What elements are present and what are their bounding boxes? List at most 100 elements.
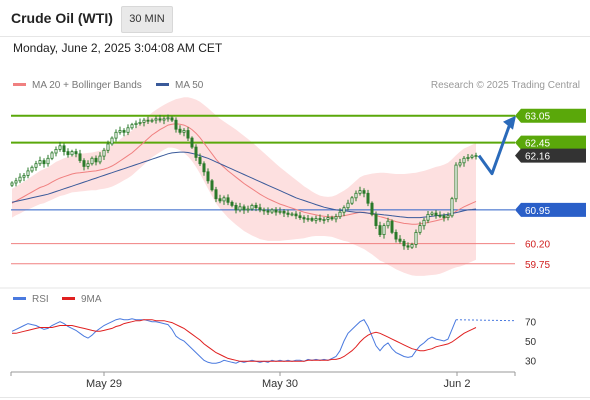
candle-body xyxy=(258,207,262,211)
time-axis: May 29 May 30 Jun 2 xyxy=(10,371,516,390)
candle-body xyxy=(98,155,102,163)
legend-ma20: MA 20 + Bollinger Bands xyxy=(13,80,142,91)
candle-body xyxy=(466,156,470,159)
candle-body xyxy=(174,119,178,130)
candle-body xyxy=(358,190,362,194)
candle-body xyxy=(250,204,254,210)
candle-body xyxy=(238,206,242,211)
candle-body xyxy=(214,189,218,200)
candle-body xyxy=(202,163,206,173)
price-levels xyxy=(11,114,515,265)
candle-body xyxy=(26,170,30,176)
ma20-legend-label: MA 20 + Bollinger Bands xyxy=(32,80,142,91)
candle-body xyxy=(442,215,446,219)
candle-body xyxy=(230,201,234,206)
candle-body xyxy=(414,231,418,245)
candle-body xyxy=(70,151,74,156)
candle-body xyxy=(62,145,66,153)
candle-body xyxy=(74,151,78,155)
candle-body xyxy=(170,117,174,121)
candle-body xyxy=(86,163,90,167)
candle-body xyxy=(138,122,142,124)
rsi-panel: 70 50 30 xyxy=(0,287,590,367)
candle-body xyxy=(266,210,270,213)
candle-body xyxy=(134,122,138,126)
candle-body xyxy=(58,145,62,150)
candle-body xyxy=(450,198,454,217)
resistance-tag-62.45: 62.45 xyxy=(515,135,586,150)
candle-body xyxy=(470,155,474,158)
research-credit: Research © 2025 Trading Central xyxy=(430,80,580,91)
candle-body xyxy=(418,225,422,233)
candle-body xyxy=(186,130,190,139)
candle-body xyxy=(110,137,114,145)
resistance-tag-text: 62.45 xyxy=(525,139,550,150)
support-label-59.75: 59.75 xyxy=(525,260,550,271)
candle-body xyxy=(302,217,306,220)
candle-body xyxy=(22,174,26,178)
candle-body xyxy=(18,176,22,182)
candle-body xyxy=(30,166,34,172)
candle-body xyxy=(242,206,246,211)
timeframe-badge[interactable]: 30 MIN xyxy=(121,6,173,33)
forecast-arrow xyxy=(477,115,516,176)
rsi-legend-label: RSI xyxy=(32,294,49,305)
candle-body xyxy=(246,208,250,211)
ma20-swatch xyxy=(13,82,26,86)
candle-body xyxy=(222,197,226,202)
candle-body xyxy=(34,163,38,168)
time-axis-label: Jun 2 xyxy=(444,378,471,390)
forecast-arrow-head xyxy=(503,115,516,130)
rsi-ma-legend-label: 9MA xyxy=(81,294,102,305)
header-divider xyxy=(0,36,590,37)
candle-body xyxy=(150,119,154,122)
candle-body xyxy=(190,137,194,148)
candle-body xyxy=(234,204,238,211)
rsi-series-9ma xyxy=(12,319,477,362)
candle-body xyxy=(378,225,382,236)
candle-body xyxy=(366,192,370,204)
ma50-swatch xyxy=(156,82,169,86)
bollinger-bands xyxy=(12,97,476,276)
candle-body xyxy=(294,213,298,217)
time-axis-label: May 29 xyxy=(86,378,122,390)
candle-body xyxy=(286,212,290,215)
candle-body xyxy=(298,215,302,219)
candle-body xyxy=(330,217,334,220)
candle-body xyxy=(142,119,146,123)
time-axis-label: May 30 xyxy=(262,378,298,390)
candle-body xyxy=(402,240,406,247)
candle-body xyxy=(410,244,414,248)
rsi-tick-70: 70 xyxy=(525,318,537,329)
legend-rsi-ma: 9MA xyxy=(62,294,102,305)
candle-body xyxy=(322,218,326,221)
candle-body xyxy=(54,148,58,154)
candle-body xyxy=(454,164,458,200)
candle-body xyxy=(350,197,354,204)
rsi-swatch xyxy=(13,296,26,300)
candle-body xyxy=(270,209,274,213)
candle-body xyxy=(166,117,170,120)
candle-body xyxy=(422,219,426,227)
candle-body xyxy=(342,207,346,213)
candle-body xyxy=(474,155,478,158)
candle-body xyxy=(438,214,442,217)
candle-body xyxy=(50,152,54,159)
candle-body xyxy=(262,209,266,212)
candle-body xyxy=(390,220,394,233)
candle-body xyxy=(178,128,182,133)
candle-body xyxy=(338,211,342,218)
candle-body xyxy=(314,218,318,221)
candle-body xyxy=(362,190,366,194)
candle-body xyxy=(354,192,358,199)
candle-body xyxy=(310,218,314,221)
candle-body xyxy=(386,220,390,227)
resistance-tag-text: 63.05 xyxy=(525,112,550,123)
candle-body xyxy=(318,218,322,221)
candle-body xyxy=(114,131,118,139)
candle-body xyxy=(42,160,46,165)
candle-body xyxy=(346,202,350,209)
candle-body xyxy=(398,238,402,242)
candle-body xyxy=(78,153,82,161)
